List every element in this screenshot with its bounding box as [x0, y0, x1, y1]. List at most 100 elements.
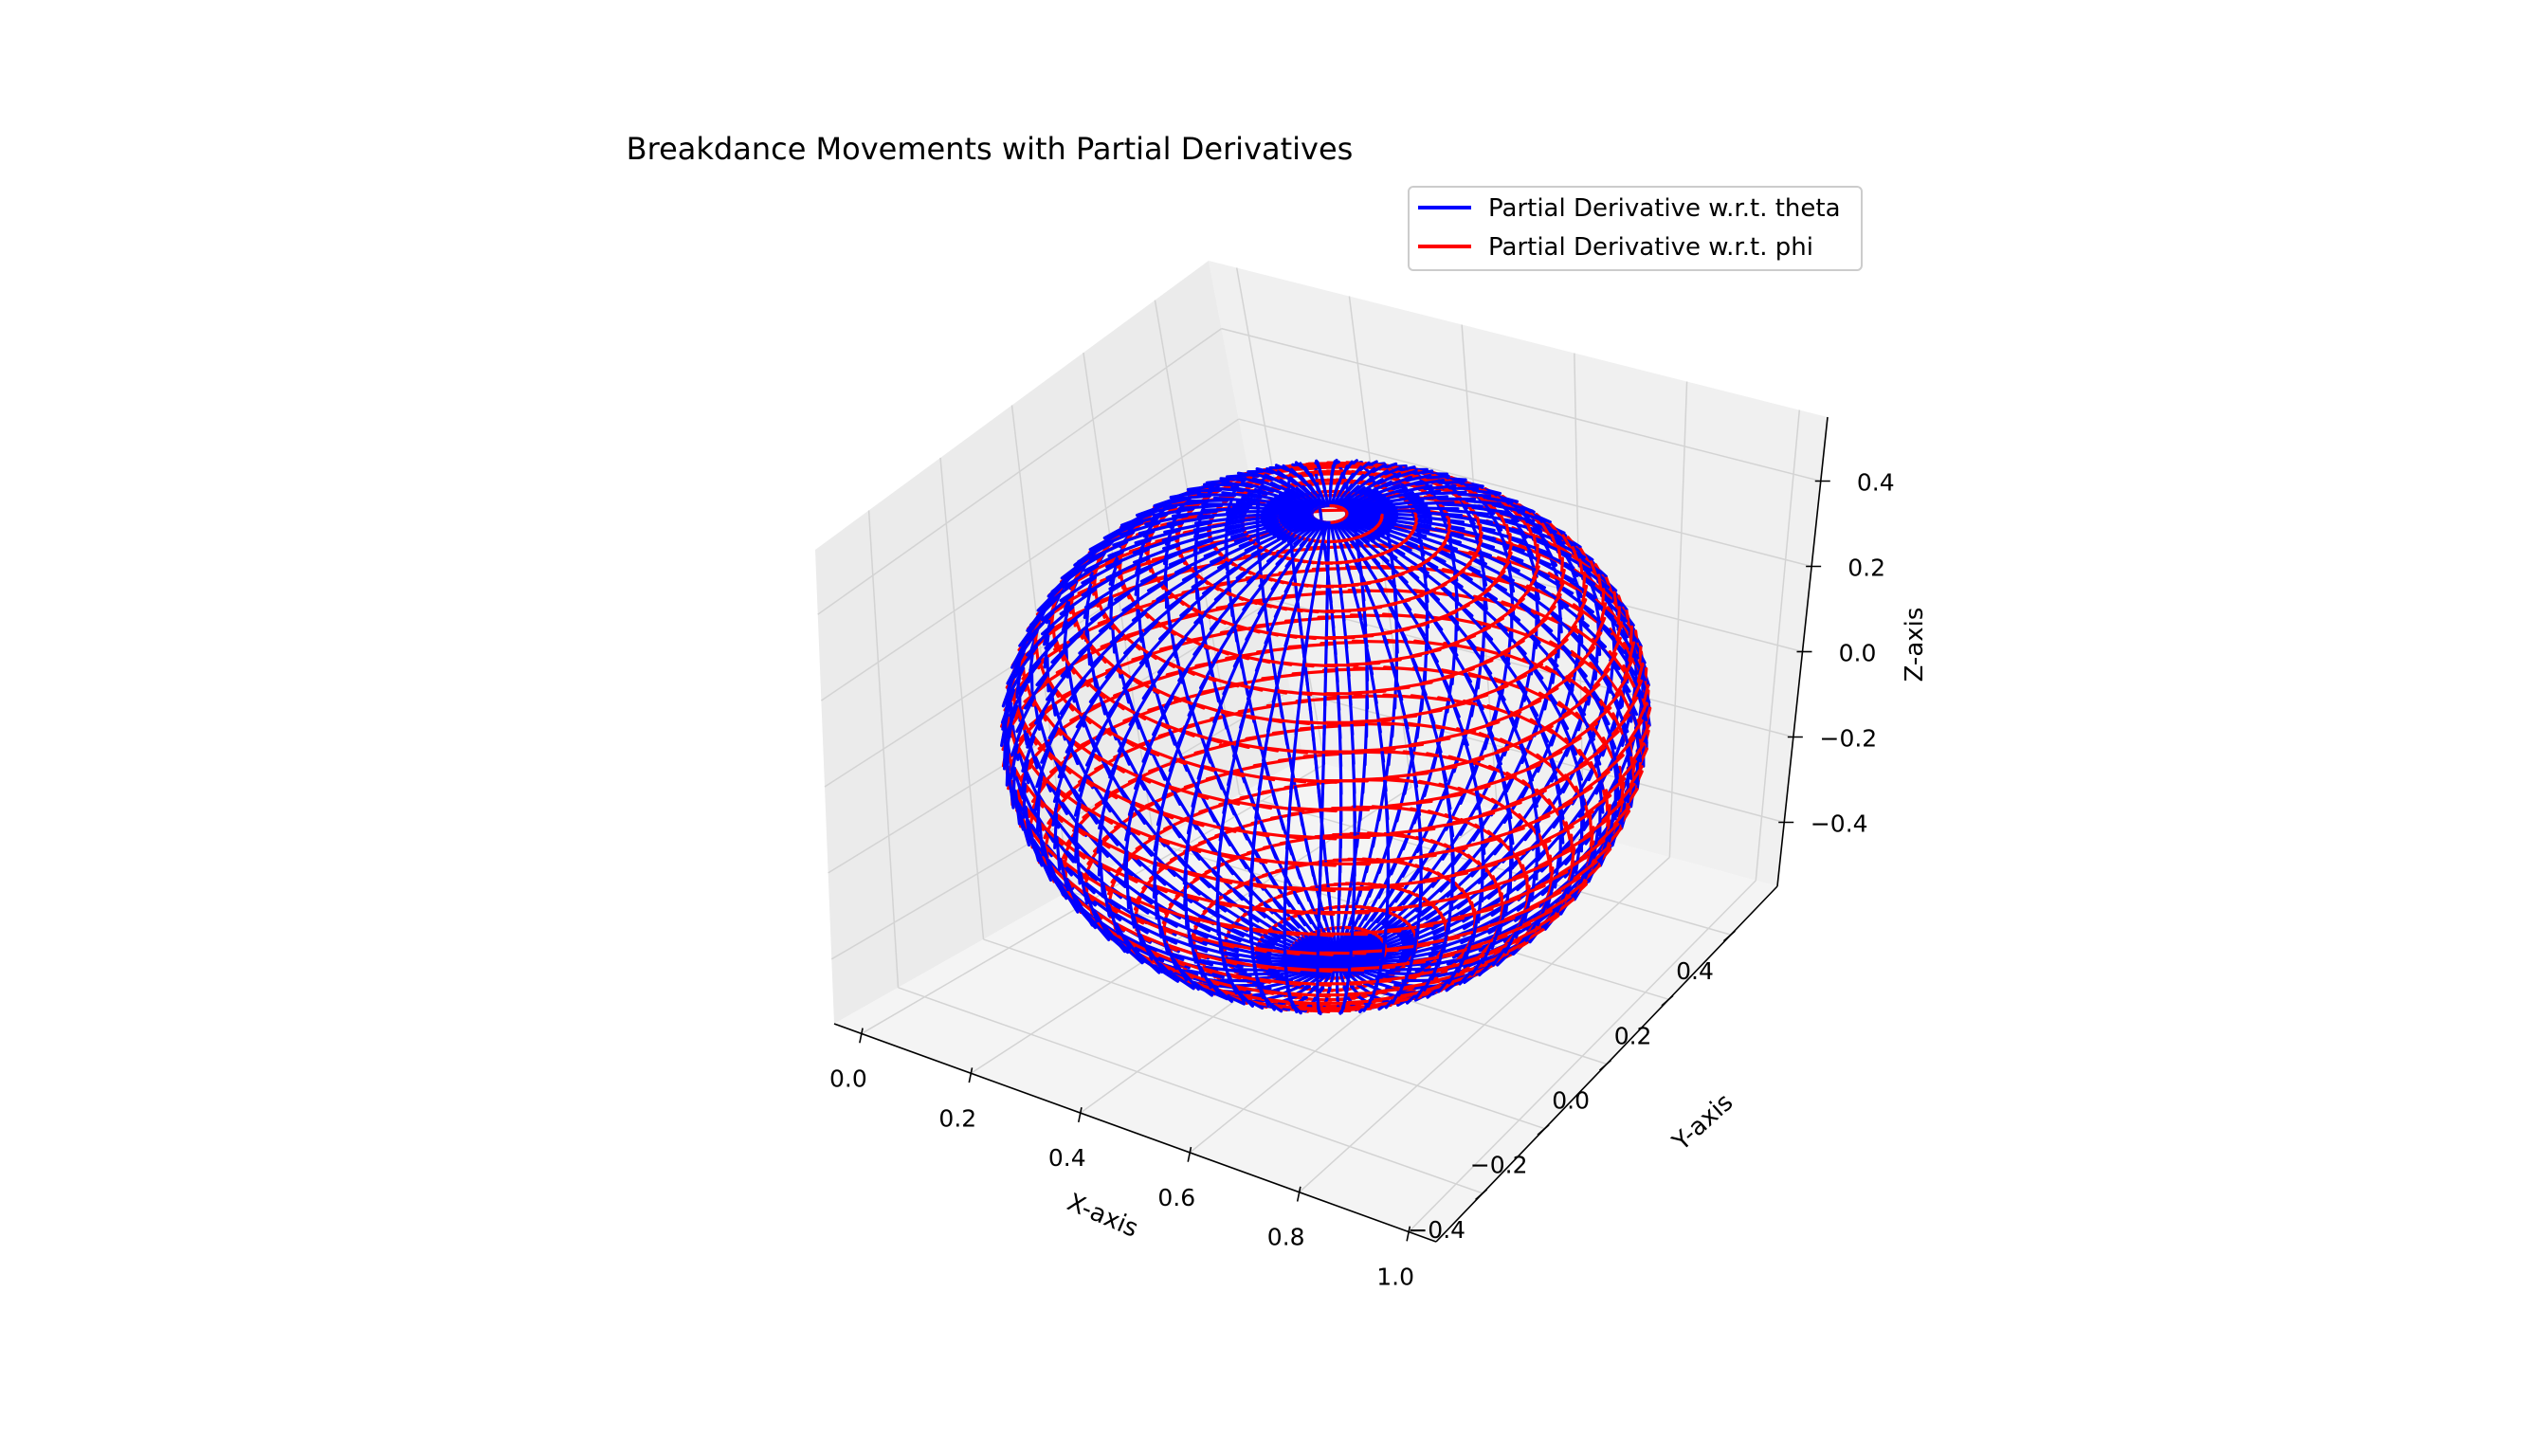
phi-derivative-segment: [1480, 874, 1525, 892]
theta-derivative-segment: [1178, 503, 1224, 511]
phi-derivative-segment: [1317, 560, 1334, 565]
theta-derivative-segment: [999, 711, 1010, 748]
phi-derivative-segment: [1590, 723, 1607, 747]
theta-derivative-segment: [1018, 616, 1042, 647]
theta-derivative-segment: [1174, 550, 1221, 574]
theta-derivative-segment: [1528, 702, 1550, 743]
theta-derivative-segment: [1084, 891, 1099, 923]
phi-derivative-segment: [1558, 810, 1594, 833]
theta-derivative-segment: [1196, 492, 1237, 498]
phi-derivative-segment: [1574, 746, 1607, 771]
theta-derivative-segment: [1557, 643, 1588, 678]
theta-derivative-segment: [1592, 752, 1605, 791]
theta-derivative-segment: [1132, 536, 1180, 555]
phi-derivative-segment: [1508, 814, 1551, 833]
theta-derivative-segment: [1022, 782, 1028, 819]
phi-derivative-segment: [1110, 864, 1125, 884]
theta-derivative-segment: [1101, 764, 1118, 805]
theta-derivative-segment: [1089, 592, 1131, 622]
phi-derivative-segment: [1611, 674, 1630, 701]
phi-derivative-segment: [1283, 885, 1337, 893]
phi-derivative-segment: [1288, 806, 1338, 813]
theta-derivative-segment: [1462, 905, 1504, 931]
theta-derivative-segment: [1188, 488, 1223, 493]
theta-derivative-segment: [1040, 605, 1075, 636]
theta-derivative-segment: [1168, 544, 1217, 567]
theta-derivative-segment: [1255, 951, 1304, 960]
theta-derivative-segment: [1494, 750, 1509, 793]
theta-derivative-segment: [1400, 473, 1432, 483]
theta-derivative-segment: [1199, 966, 1212, 990]
theta-derivative-segment: [1410, 506, 1460, 511]
theta-derivative-segment: [1139, 504, 1178, 517]
x-tick-4-label: 0.8: [1267, 1224, 1305, 1251]
theta-derivative-segment: [1021, 735, 1036, 773]
theta-derivative-segment: [1456, 946, 1470, 974]
theta-derivative-segment: [1494, 510, 1536, 523]
phi-derivative-segment: [1593, 616, 1607, 641]
theta-derivative-segment: [1203, 537, 1251, 558]
theta-derivative-segment: [1081, 571, 1123, 597]
x-tick-3-label: 0.6: [1157, 1184, 1195, 1211]
theta-derivative-segment: [1561, 755, 1584, 794]
theta-derivative-segment: [1169, 490, 1201, 500]
phi-derivative-segment: [1284, 966, 1333, 974]
phi-derivative-segment: [1067, 701, 1092, 725]
phi-derivative-segment: [1083, 777, 1119, 800]
phi-derivative-segment: [1612, 782, 1636, 810]
theta-derivative-segment: [1216, 544, 1261, 570]
theta-derivative-segment: [1586, 651, 1612, 686]
phi-derivative-segment: [1572, 603, 1600, 625]
phi-derivative-segment: [1543, 843, 1551, 864]
theta-derivative-segment: [1101, 883, 1111, 918]
theta-derivative-segment: [1093, 910, 1112, 939]
theta-derivative-segment: [1625, 743, 1633, 780]
theta-derivative-segment: [1255, 955, 1304, 962]
phi-derivative-segment: [1509, 839, 1552, 858]
theta-derivative-segment: [1502, 827, 1534, 864]
theta-derivative-segment: [1536, 895, 1551, 927]
theta-derivative-segment: [1162, 500, 1203, 509]
theta-derivative-segment: [1205, 479, 1230, 484]
theta-derivative-segment: [1163, 935, 1209, 954]
theta-derivative-segment: [1174, 494, 1212, 500]
theta-derivative-segment: [1221, 481, 1254, 488]
theta-derivative-segment: [1506, 555, 1551, 578]
theta-derivative-segment: [1015, 697, 1035, 734]
theta-derivative-segment: [1503, 926, 1520, 955]
grid-line-z-back: [1221, 327, 1821, 482]
theta-derivative-segment: [1478, 535, 1525, 553]
theta-derivative-segment: [1152, 507, 1195, 518]
theta-derivative-segment: [1033, 755, 1052, 793]
theta-derivative-segment: [1143, 598, 1182, 632]
phi-derivative-segment: [1561, 660, 1587, 682]
theta-derivative-segment: [1228, 519, 1280, 534]
phi-derivative-segment: [1608, 713, 1631, 739]
y-tick-4-tick: [1722, 930, 1736, 942]
theta-derivative-segment: [1114, 573, 1157, 602]
theta-derivative-segment: [1055, 835, 1062, 871]
theta-derivative-segment: [1087, 914, 1111, 942]
theta-derivative-segment: [1268, 517, 1316, 535]
theta-derivative-segment: [1570, 568, 1583, 599]
theta-derivative-segment: [1129, 943, 1165, 963]
theta-derivative-segment: [1058, 857, 1069, 892]
phi-derivative-segment: [1547, 798, 1561, 818]
phi-derivative-segment: [1078, 802, 1114, 825]
phi-derivative-segment: [1305, 635, 1337, 641]
phi-derivative-segment: [1538, 895, 1572, 918]
theta-derivative-segment: [1194, 528, 1247, 545]
theta-derivative-segment: [1083, 550, 1124, 573]
theta-derivative-segment: [1510, 508, 1547, 523]
x-tick-4-tick: [1296, 1186, 1301, 1202]
phi-derivative-segment: [1598, 776, 1627, 804]
phi-derivative-segment: [1567, 860, 1598, 885]
theta-derivative-segment: [1353, 970, 1379, 984]
y-tick-1-tick: [1537, 1124, 1550, 1136]
theta-derivative-segment: [1003, 704, 1019, 740]
theta-derivative-segment: [1444, 537, 1493, 557]
theta-derivative-segment: [1276, 518, 1319, 539]
theta-derivative-segment: [1369, 529, 1412, 552]
x-tick-1-label: 0.2: [938, 1104, 976, 1132]
theta-derivative-segment: [1284, 806, 1292, 850]
